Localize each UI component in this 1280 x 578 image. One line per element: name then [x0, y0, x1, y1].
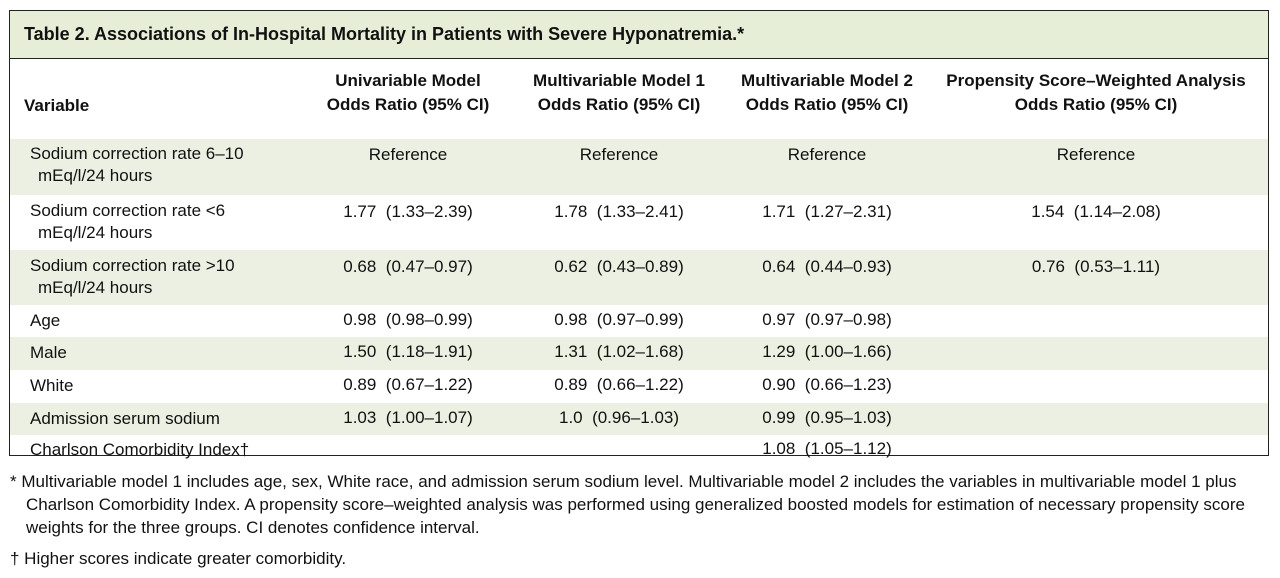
row-variable-line1: Sodium correction rate >10	[30, 256, 235, 275]
cell-mv2: 0.97 (0.97–0.98)	[762, 310, 892, 329]
row-variable-line1: Admission serum sodium	[30, 409, 220, 428]
row-variable-line2: mEq/l/24 hours	[38, 223, 153, 242]
row-variable: Male	[30, 342, 67, 364]
cell-mv2: 1.71 (1.27–2.31)	[762, 202, 892, 221]
header-mv1-title: Multivariable Model 1	[533, 71, 705, 90]
header-mv1: Multivariable Model 1 Odds Ratio (95% CI…	[514, 69, 724, 117]
row-variable-line1: Sodium correction rate 6–10	[30, 144, 244, 163]
row-variable-line1: Charlson Comorbidity Index†	[30, 440, 250, 459]
table-frame: Table 2. Associations of In-Hospital Mor…	[9, 10, 1269, 459]
cell-univariable: Reference	[368, 145, 448, 164]
cell-mv1: 1.78 (1.33–2.41)	[554, 202, 684, 221]
cell-univariable: 0.68 (0.47–0.97)	[343, 257, 473, 276]
header-propensity-sub: Odds Ratio (95% CI)	[1014, 95, 1178, 114]
table-row: Admission serum sodium 1.03 (1.00–1.07) …	[10, 403, 1268, 435]
cell-mv1: 1.0 (0.96–1.03)	[558, 408, 680, 427]
row-variable: Sodium correction rate 6–10 mEq/l/24 hou…	[30, 143, 244, 187]
cell-mv2: 0.64 (0.44–0.93)	[762, 257, 892, 276]
row-variable-line1: Age	[30, 311, 61, 330]
table-row: Sodium correction rate <6 mEq/l/24 hours…	[10, 195, 1268, 250]
cell-univariable: 0.89 (0.67–1.22)	[343, 375, 473, 394]
header-mv2-sub: Odds Ratio (95% CI)	[745, 95, 909, 114]
row-variable-line2: mEq/l/24 hours	[38, 278, 153, 297]
row-variable-line1: Male	[30, 343, 67, 362]
footnote-models: * Multivariable model 1 includes age, se…	[10, 472, 1245, 537]
cell-univariable: 1.50 (1.18–1.91)	[343, 342, 473, 361]
cell-propensity: Reference	[1056, 145, 1136, 164]
cell-mv1: 0.62 (0.43–0.89)	[554, 257, 684, 276]
cell-univariable: 1.03 (1.00–1.07)	[343, 408, 473, 427]
cell-propensity: 0.76 (0.53–1.11)	[1031, 257, 1161, 276]
header-mv2: Multivariable Model 2 Odds Ratio (95% CI…	[724, 69, 930, 117]
header-propensity-title: Propensity Score–Weighted Analysis	[946, 71, 1246, 90]
cell-mv1: 0.98 (0.97–0.99)	[554, 310, 684, 329]
table-header: Variable Univariable Model Odds Ratio (9…	[10, 59, 1268, 139]
header-variable: Variable	[24, 96, 90, 115]
header-mv2-title: Multivariable Model 2	[741, 71, 913, 90]
table-row: Age 0.98 (0.98–0.99) 0.98 (0.97–0.99) 0.…	[10, 305, 1268, 337]
row-variable-line2: mEq/l/24 hours	[38, 166, 153, 185]
cell-mv2: 0.90 (0.66–1.23)	[762, 375, 892, 394]
cell-univariable: 0.98 (0.98–0.99)	[343, 310, 473, 329]
row-variable: Sodium correction rate >10 mEq/l/24 hour…	[30, 255, 235, 299]
cell-mv2: 0.99 (0.95–1.03)	[762, 408, 892, 427]
table-row: Charlson Comorbidity Index† 1.08 (1.05–1…	[10, 435, 1268, 465]
header-univariable-title: Univariable Model	[335, 71, 481, 90]
row-variable-line1: Sodium correction rate <6	[30, 201, 226, 220]
table-title: Table 2. Associations of In-Hospital Mor…	[10, 11, 1268, 59]
row-variable-line1: White	[30, 376, 74, 395]
row-variable: Sodium correction rate <6 mEq/l/24 hours	[30, 200, 225, 244]
table-row: Sodium correction rate >10 mEq/l/24 hour…	[10, 250, 1268, 305]
header-propensity: Propensity Score–Weighted Analysis Odds …	[934, 69, 1258, 117]
cell-mv2: 1.08 (1.05–1.12)	[762, 439, 892, 458]
footnotes: * Multivariable model 1 includes age, se…	[10, 470, 1270, 570]
table-row: Sodium correction rate 6–10 mEq/l/24 hou…	[10, 139, 1268, 195]
header-univariable: Univariable Model Odds Ratio (95% CI)	[310, 69, 506, 117]
header-mv1-sub: Odds Ratio (95% CI)	[537, 95, 701, 114]
cell-mv1: Reference	[579, 145, 659, 164]
cell-propensity: 1.54 (1.14–2.08)	[1031, 202, 1161, 221]
cell-mv2: Reference	[787, 145, 867, 164]
cell-univariable: 1.77 (1.33–2.39)	[343, 202, 473, 221]
row-variable: White	[30, 375, 73, 397]
row-variable: Admission serum sodium	[30, 408, 220, 430]
table-row: White 0.89 (0.67–1.22) 0.89 (0.66–1.22) …	[10, 370, 1268, 403]
header-univariable-sub: Odds Ratio (95% CI)	[326, 95, 490, 114]
row-variable: Charlson Comorbidity Index†	[30, 439, 249, 461]
footnote-comorbidity: † Higher scores indicate greater comorbi…	[10, 549, 347, 568]
cell-mv2: 1.29 (1.00–1.66)	[762, 342, 892, 361]
row-variable: Age	[30, 310, 60, 332]
table-row: Male 1.50 (1.18–1.91) 1.31 (1.02–1.68) 1…	[10, 337, 1268, 370]
cell-mv1: 0.89 (0.66–1.22)	[554, 375, 684, 394]
cell-mv1: 1.31 (1.02–1.68)	[554, 342, 684, 361]
